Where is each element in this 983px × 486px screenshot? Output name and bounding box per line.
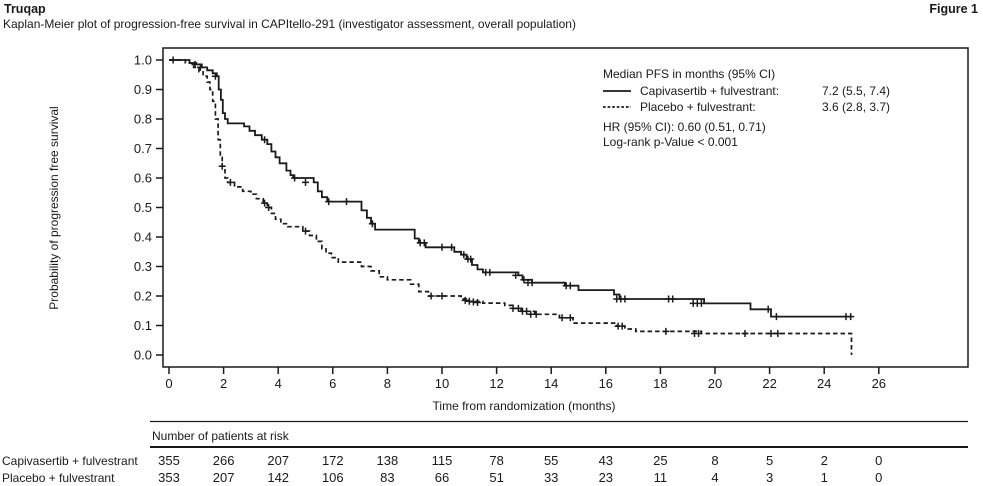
risk-count: 78 (489, 453, 503, 468)
x-tick-label: 26 (872, 376, 886, 391)
risk-count: 8 (711, 453, 718, 468)
risk-count: 51 (489, 470, 503, 485)
legend-entry-placebo: Placebo + fulvestrant: (640, 100, 756, 114)
x-tick-label: 2 (220, 376, 227, 391)
risk-count: 172 (322, 453, 344, 468)
x-axis-title: Time from randomization (months) (433, 399, 616, 413)
y-tick-label: 0.3 (134, 259, 152, 274)
x-tick-label: 24 (817, 376, 831, 391)
risk-count: 25 (653, 453, 667, 468)
risk-count: 23 (599, 470, 613, 485)
y-tick-label: 0.5 (134, 200, 152, 215)
figure-number-label: Figure 1 (929, 2, 978, 16)
y-tick-label: 0.0 (134, 348, 152, 363)
risk-table-title: Number of patients at risk (152, 429, 290, 443)
legend-value-placebo: 3.6 (2.8, 3.7) (822, 100, 890, 114)
risk-count: 0 (875, 470, 882, 485)
censor-marks-dashed (218, 162, 782, 337)
x-tick-label: 8 (384, 376, 391, 391)
plot-generated: 1.00.90.80.70.60.50.40.30.20.10.00 2 4 6 8 10… (134, 53, 886, 486)
risk-count: 0 (875, 453, 882, 468)
risk-count: 5 (766, 453, 773, 468)
x-tick-label: 4 (275, 376, 282, 391)
risk-count: 66 (435, 470, 449, 485)
x-tick-label: 22 (762, 376, 776, 391)
risk-count: 138 (377, 453, 399, 468)
y-tick-label: 0.2 (134, 289, 152, 304)
x-tick-label: 20 (708, 376, 722, 391)
y-axis-title: Probability of progression free survival (47, 106, 61, 309)
risk-table: Number of patients at risk Capivasertib … (2, 420, 968, 485)
risk-row-label-capivasertib: Capivasertib + fulvestrant (2, 454, 138, 468)
risk-count: 1 (821, 470, 828, 485)
y-tick-label: 0.8 (134, 112, 152, 127)
risk-count: 355 (158, 453, 180, 468)
risk-count: 106 (322, 470, 344, 485)
y-tick-label: 0.6 (134, 171, 152, 186)
legend-value-capivasertib: 7.2 (5.5, 7.4) (822, 84, 890, 98)
x-tick-label: 18 (653, 376, 667, 391)
risk-count: 83 (380, 470, 394, 485)
x-tick-label: 14 (544, 376, 558, 391)
risk-count: 43 (599, 453, 613, 468)
risk-count: 115 (432, 453, 453, 468)
risk-count: 33 (544, 470, 558, 485)
legend: Median PFS in months (95% CI) Capivasert… (603, 67, 890, 149)
y-tick-label: 0.1 (134, 318, 152, 333)
risk-count: 4 (711, 470, 718, 485)
risk-row-label-placebo: Placebo + fulvestrant (2, 471, 115, 485)
x-tick-label: 12 (489, 376, 503, 391)
x-tick-label: 6 (329, 376, 336, 391)
y-tick-label: 0.9 (134, 82, 152, 97)
y-tick-label: 0.7 (134, 141, 152, 156)
risk-count: 207 (267, 453, 289, 468)
x-tick-label: 10 (435, 376, 449, 391)
figure-subtitle: Kaplan-Meier plot of progression-free su… (3, 17, 576, 31)
y-tick-label: 1.0 (134, 53, 152, 68)
risk-count: 266 (213, 453, 235, 468)
risk-count: 11 (654, 470, 668, 485)
x-tick-label: 16 (599, 376, 613, 391)
legend-hazard-ratio: HR (95% CI): 0.60 (0.51, 0.71) (603, 120, 766, 134)
legend-entry-capivasertib: Capivasertib + fulvestrant: (640, 84, 779, 98)
x-tick-label: 0 (165, 376, 172, 391)
risk-count: 55 (544, 453, 558, 468)
km-curve-solid (169, 59, 852, 318)
legend-header: Median PFS in months (95% CI) (603, 67, 775, 81)
drug-name: Truqap (4, 2, 46, 16)
risk-count: 2 (821, 453, 828, 468)
risk-count: 142 (267, 470, 289, 485)
risk-count: 3 (766, 470, 773, 485)
risk-count: 353 (158, 470, 180, 485)
y-tick-label: 0.4 (134, 230, 152, 245)
legend-logrank: Log-rank p-Value < 0.001 (603, 135, 738, 149)
risk-count: 207 (213, 470, 235, 485)
